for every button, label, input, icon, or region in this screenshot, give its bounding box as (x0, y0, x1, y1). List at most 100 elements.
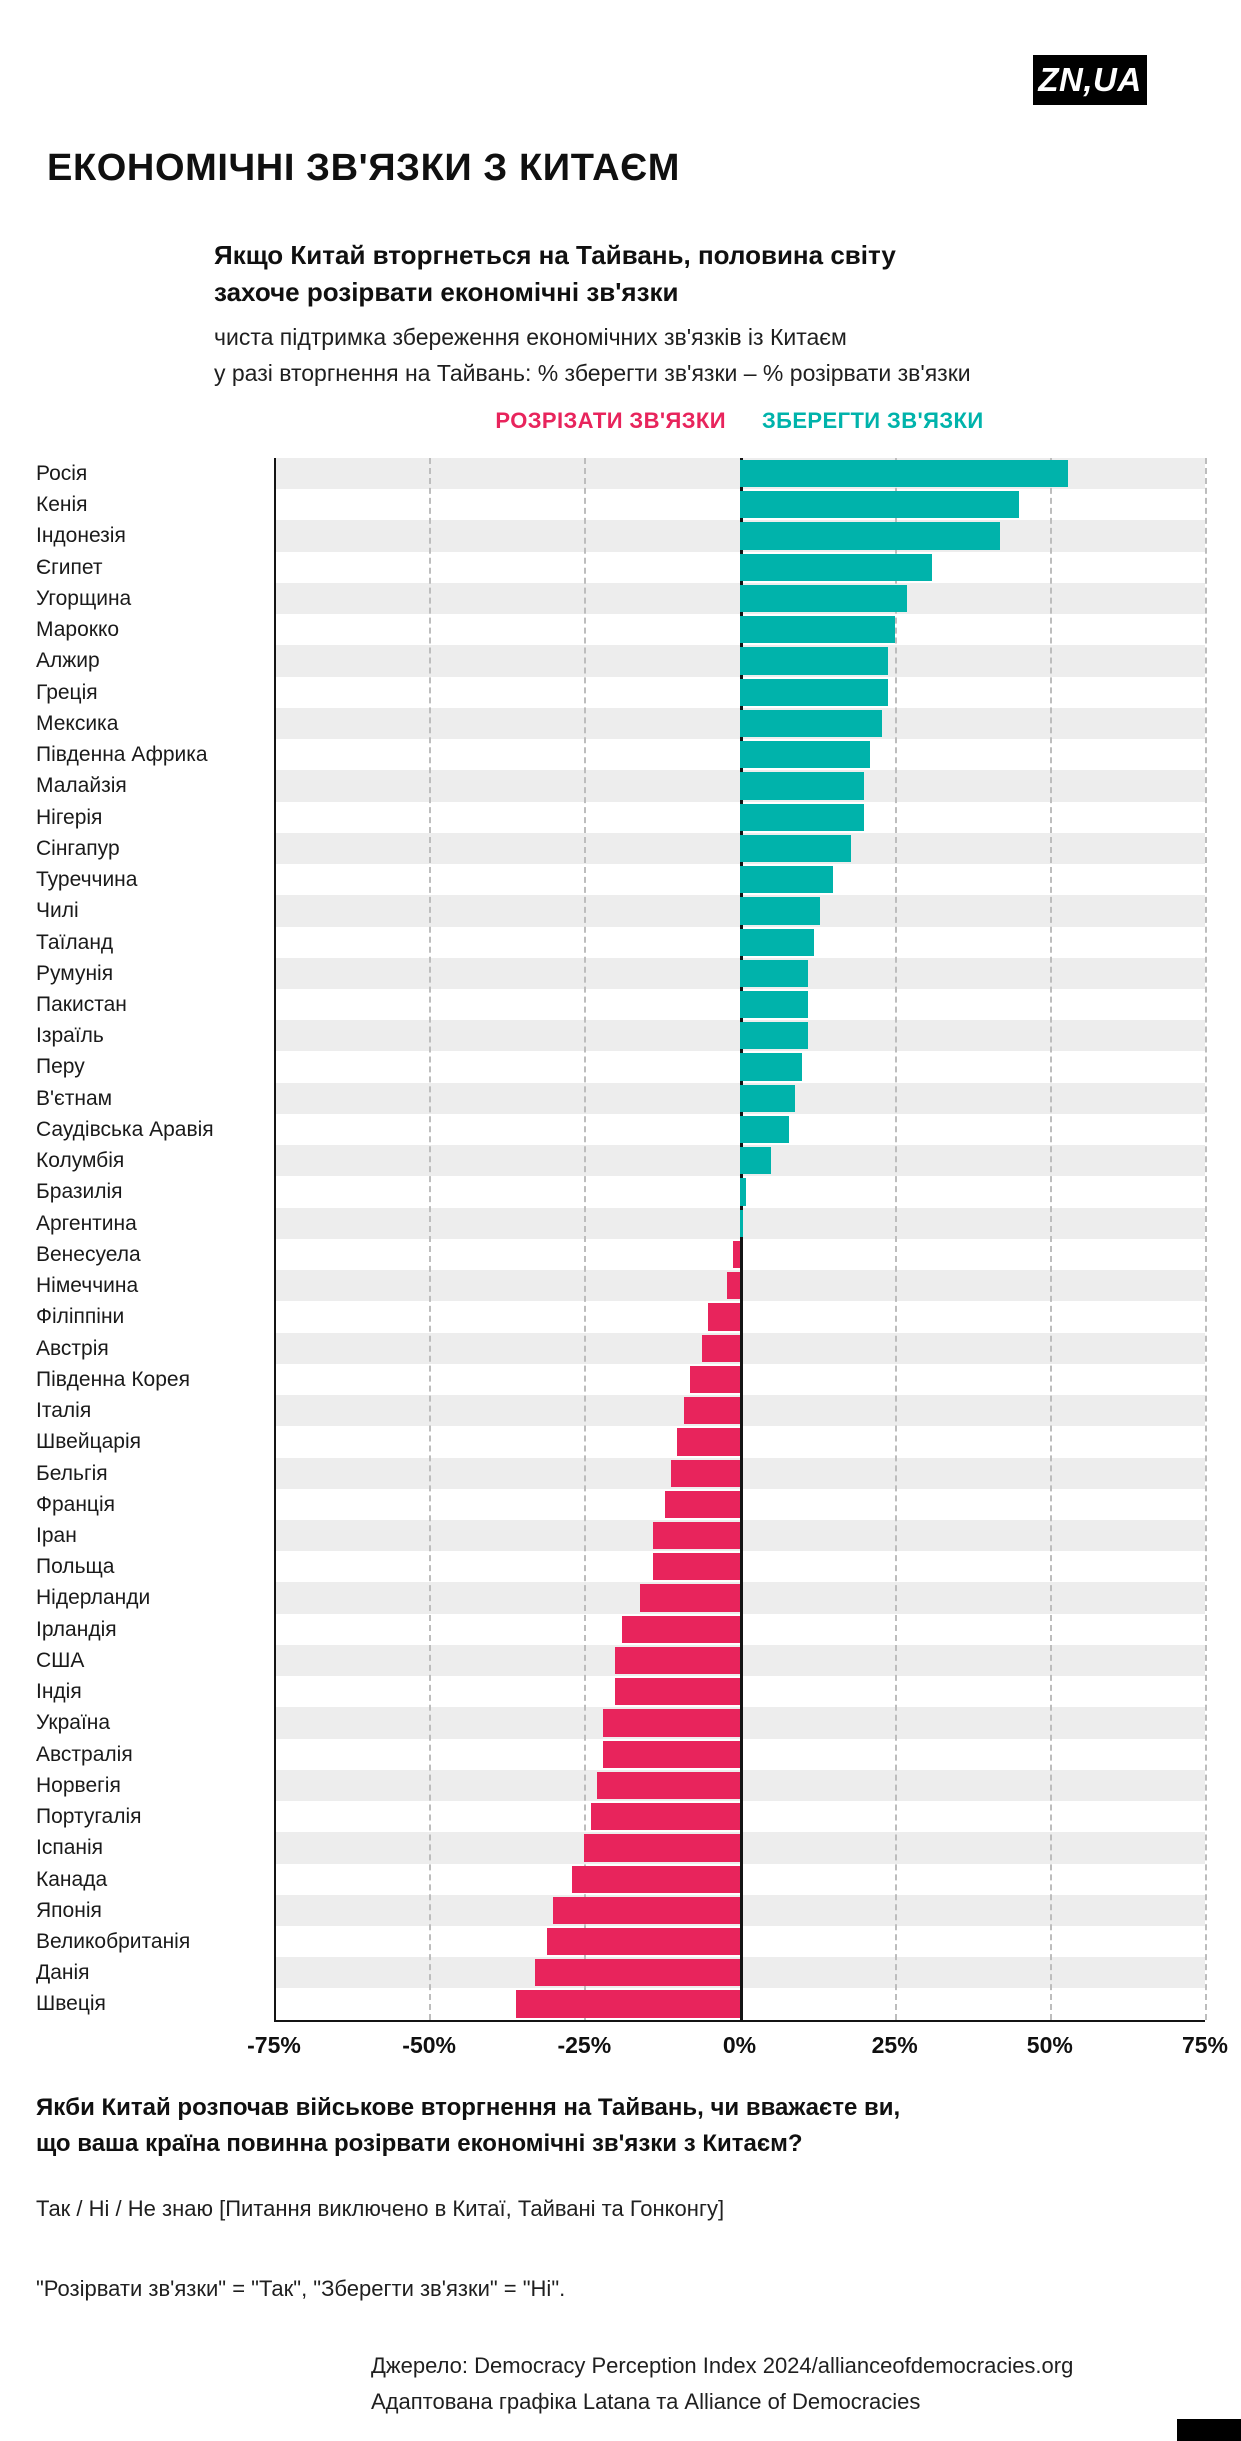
x-axis-tick: -25% (557, 2032, 612, 2058)
chart-row: Швеція (36, 1988, 1205, 2019)
chart-row: Мексика (36, 707, 1205, 740)
chart-row: Пакистан (36, 989, 1205, 1020)
chart-legend: РОЗРІЗАТИ ЗВ'ЯЗКИ ЗБЕРЕГТИ ЗВ'ЯЗКИ (274, 408, 1205, 434)
keep-ties-bar (739, 1178, 746, 1206)
country-label: Японія (36, 1898, 102, 1922)
bar-track (274, 1301, 1205, 1332)
bar-track (274, 989, 1205, 1020)
country-label: Туреччина (36, 868, 138, 892)
country-label: Бельгія (36, 1461, 108, 1485)
country-label: Венесуела (36, 1242, 141, 1266)
source-line: Джерело: Democracy Perception Index 2024… (371, 2353, 1074, 2378)
survey-question: Якби Китай розпочав військове вторгнення… (36, 2090, 900, 2162)
chart-row: Венесуела (36, 1239, 1205, 1270)
bar-track (274, 1457, 1205, 1489)
chart-row: Саудівська Аравія (36, 1114, 1205, 1145)
country-label: Німеччина (36, 1274, 139, 1298)
x-axis-tick: 0% (722, 2032, 757, 2058)
keep-ties-bar (739, 928, 814, 956)
country-label: Саудівська Аравія (36, 1117, 214, 1141)
country-label: Іспанія (36, 1836, 104, 1860)
bar-track (274, 520, 1205, 552)
chart-description-line: чиста підтримка збереження економічних з… (214, 324, 847, 350)
bar-track (274, 1894, 1205, 1927)
country-label: Південна Африка (36, 743, 208, 767)
bar-track (274, 1489, 1205, 1520)
x-axis-tick: 50% (1026, 2032, 1073, 2058)
break-ties-bar (534, 1959, 740, 1987)
bar-track (274, 1426, 1205, 1457)
chart-row: Сінгапур (36, 832, 1205, 865)
break-ties-bar (590, 1803, 740, 1831)
chart-row: Єгипет (36, 552, 1205, 583)
break-ties-bar (584, 1834, 740, 1862)
bar-track (274, 1051, 1205, 1082)
bar-track (274, 1739, 1205, 1770)
break-ties-bar (553, 1896, 740, 1925)
bar-track (274, 1614, 1205, 1645)
keep-ties-bar (739, 1053, 802, 1081)
chart-row: Швейцарія (36, 1426, 1205, 1457)
bar-track (274, 1801, 1205, 1832)
x-axis-tick: -75% (247, 2032, 301, 2058)
keep-ties-bar (739, 522, 1001, 550)
break-ties-bar (702, 1334, 740, 1362)
keep-ties-bar (739, 1209, 743, 1237)
chart-description-line: у разі вторгнення на Тайвань: % зберегти… (214, 360, 971, 386)
country-label: Таїланд (36, 930, 114, 954)
page-title: ЕКОНОМІЧНІ ЗВ'ЯЗКИ З КИТАЄМ (47, 147, 681, 189)
country-label: Марокко (36, 618, 120, 642)
break-ties-bar (640, 1584, 740, 1612)
keep-ties-bar (739, 709, 883, 738)
chart-row: Індія (36, 1676, 1205, 1707)
chart-row: Південна Корея (36, 1364, 1205, 1395)
bar-track (274, 1644, 1205, 1677)
chart-row: Марокко (36, 614, 1205, 645)
chart-row: США (36, 1644, 1205, 1677)
chart-row: Австралія (36, 1739, 1205, 1770)
chart-row: Бразилія (36, 1176, 1205, 1207)
chart-row: Данія (36, 1957, 1205, 1989)
country-label: Колумбія (36, 1149, 125, 1173)
country-label: Швеція (36, 1992, 106, 2016)
chart-row: Ірландія (36, 1614, 1205, 1645)
chart-row: Колумбія (36, 1145, 1205, 1177)
bar-track (274, 957, 1205, 989)
chart-row: Австрія (36, 1332, 1205, 1364)
country-label: Мексика (36, 711, 119, 735)
country-label: Південна Корея (36, 1367, 190, 1391)
chart-row: Польща (36, 1551, 1205, 1582)
keep-ties-bar (739, 584, 908, 613)
chart-row: Іспанія (36, 1832, 1205, 1864)
country-label: Данія (36, 1961, 90, 1985)
bar-track (274, 489, 1205, 520)
bar-track (274, 458, 1205, 490)
break-ties-bar (708, 1303, 740, 1331)
chart-row: Нідерланди (36, 1582, 1205, 1614)
break-ties-bar (516, 1990, 740, 2018)
x-axis-tick: -50% (402, 2032, 457, 2058)
keep-ties-bar (739, 616, 895, 644)
keep-ties-bar (739, 647, 889, 675)
keep-ties-bar (739, 834, 852, 863)
country-label: США (36, 1648, 85, 1672)
bar-track (274, 1676, 1205, 1707)
country-label: Португалія (36, 1805, 142, 1829)
break-ties-bar (689, 1365, 740, 1394)
country-label: Єгипет (36, 555, 103, 579)
x-axis: -75% -50% -25% 0% 25% 50% 75% (247, 2032, 1228, 2064)
chart-row: Чилі (36, 895, 1205, 927)
survey-question-line: Якби Китай розпочав військове вторгнення… (36, 2094, 901, 2121)
bar-track (274, 1988, 1205, 2019)
bar-track (274, 1707, 1205, 1739)
bar-track (274, 895, 1205, 927)
bar-track (274, 677, 1205, 708)
bar-track (274, 1145, 1205, 1177)
country-label: Індія (36, 1680, 82, 1704)
chart-row: Росія (36, 458, 1205, 490)
chart-row: Греція (36, 677, 1205, 708)
chart-rows: Росія Кенія Індонезія Єгипет Угорщина Марокко… (36, 458, 1205, 2020)
country-label: Україна (36, 1711, 111, 1735)
country-label: Бразилія (36, 1180, 123, 1204)
chart-row: Туреччина (36, 864, 1205, 895)
